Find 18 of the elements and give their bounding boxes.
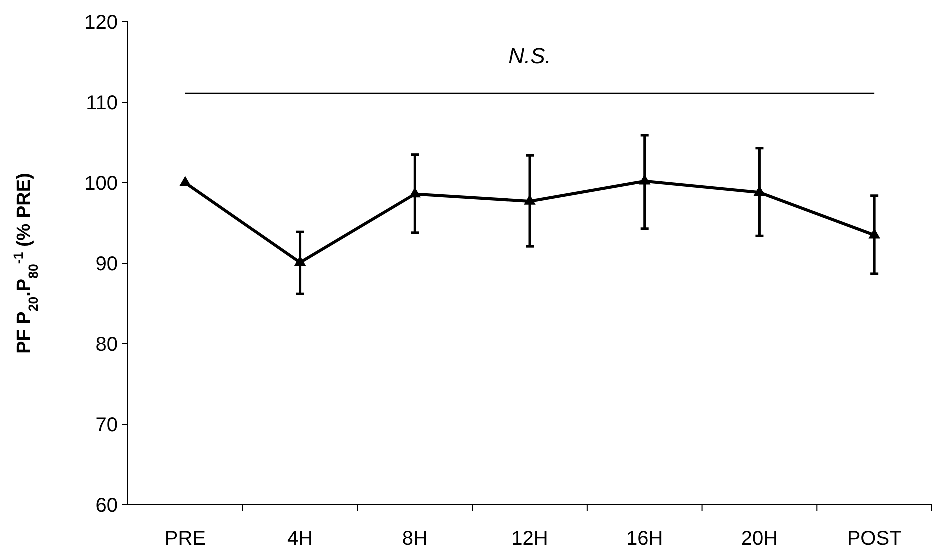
x-tick-label: PRE bbox=[164, 528, 206, 550]
y-tick-label: 90 bbox=[96, 254, 118, 276]
x-tick-label: 12H bbox=[512, 528, 548, 550]
y-tick-label: 100 bbox=[84, 173, 118, 195]
x-tick-label: 16H bbox=[626, 528, 664, 550]
y-tick-label: 70 bbox=[96, 414, 118, 436]
point bbox=[180, 176, 192, 186]
y-tick-label: 80 bbox=[96, 334, 118, 356]
y-tick-label: 110 bbox=[86, 92, 118, 114]
y-tick-label: 60 bbox=[96, 495, 118, 517]
x-tick-label: 8H bbox=[402, 528, 428, 550]
x-tick-label: POST bbox=[847, 528, 902, 550]
x-tick-label: 4H bbox=[287, 528, 314, 550]
ref-line-label: N.S. bbox=[508, 44, 552, 69]
point bbox=[868, 228, 880, 239]
y-tick-label: 120 bbox=[84, 12, 118, 34]
point bbox=[638, 174, 651, 185]
x-tick-label: 20H bbox=[741, 528, 778, 550]
